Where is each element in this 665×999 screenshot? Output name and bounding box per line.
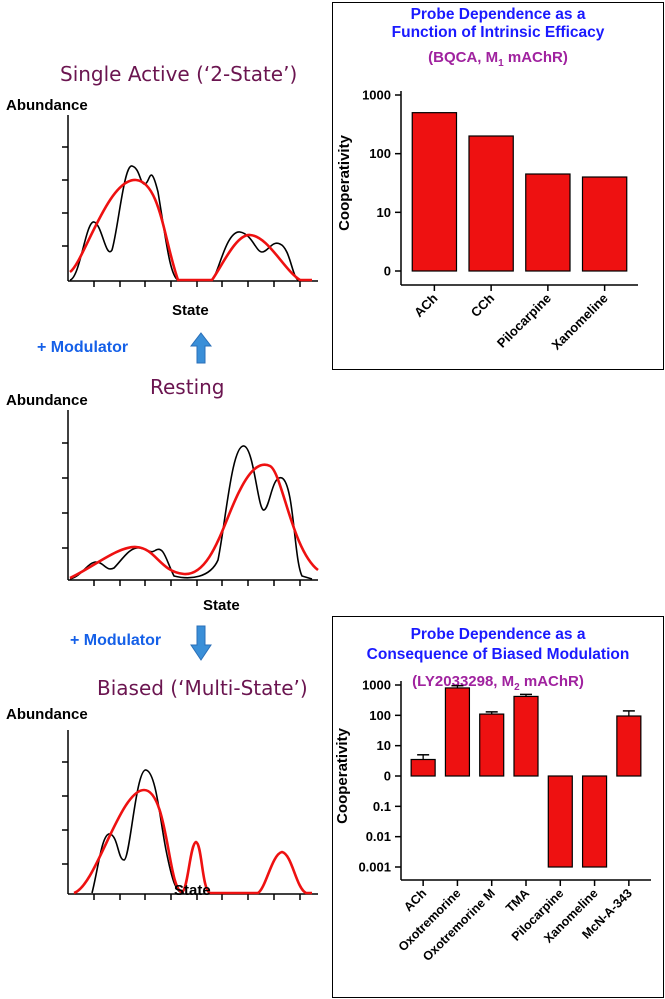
cooperativity-bar-chart-1: 0 10 100 1000 Cooperativity ACh CChPilocarpine… <box>336 88 638 353</box>
cooperativity-bar-chart-2: 0.0010.010.10101001000CooperativityAChOx… <box>334 678 651 964</box>
x-tick-label: ACh <box>401 886 429 914</box>
x-tick-label: CCh <box>468 290 498 320</box>
modulator-label-2: + Modulator <box>70 632 162 649</box>
y-tick-label: 10 <box>377 738 391 753</box>
bar <box>479 713 505 777</box>
y-axis-label: Cooperativity <box>336 134 353 231</box>
chart-title-line-2: Function of Intrinsic Efficacy <box>391 24 605 41</box>
chart-box-efficacy: Probe Dependence as a Function of Intrin… <box>332 2 664 370</box>
y-axis-label-2: Abundance <box>6 392 88 409</box>
plot-axes <box>62 115 318 287</box>
x-tick-label: Xanomeline <box>549 291 611 353</box>
bar <box>468 135 514 272</box>
x-axis-label-3: State <box>174 882 211 899</box>
x-axis-label-1: State <box>172 302 209 319</box>
y-tick-label: 1000 <box>362 88 391 103</box>
y-tick-label: 0.001 <box>358 860 391 875</box>
down-arrow-icon <box>190 625 212 661</box>
y-tick-label: 1000 <box>362 678 391 693</box>
single-active-title: Single Active (‘2-State’) <box>60 62 298 86</box>
y-axis-label-1: Abundance <box>6 97 88 114</box>
chart-subtitle: (LY2033298, M2 mAChR) <box>412 673 584 693</box>
chart-box-biased: Probe Dependence as a Consequence of Bia… <box>332 616 664 998</box>
y-axis-label-3: Abundance <box>6 706 88 723</box>
resting-title: Resting <box>150 375 225 399</box>
chart-title-line-2: Consequence of Biased Modulation <box>366 646 630 663</box>
red-curve <box>69 178 312 282</box>
x-tick-label: Pilocarpine <box>494 291 554 351</box>
bar <box>410 758 436 777</box>
x-tick-label: ACh <box>411 290 441 320</box>
y-tick-label: 100 <box>369 708 391 723</box>
y-tick-label: 10 <box>377 205 391 220</box>
chart-title-line-1: Probe Dependence as a <box>410 626 586 643</box>
state-plot-resting <box>62 410 319 586</box>
state-plot-biased <box>62 730 318 900</box>
bar <box>581 775 608 868</box>
bar <box>513 695 539 777</box>
bar <box>547 775 573 868</box>
chart-subtitle: (BQCA, M1 mAChR) <box>428 49 568 69</box>
x-tick-label: TMA <box>503 886 532 915</box>
bar <box>616 715 642 777</box>
y-tick-label: 0.01 <box>366 829 391 844</box>
x-axis-label-2: State <box>203 597 240 614</box>
chart-title-line-1: Probe Dependence as a <box>410 6 586 23</box>
up-arrow-icon <box>190 332 212 364</box>
bar <box>444 687 471 777</box>
y-tick-label: 0 <box>384 264 391 279</box>
bar <box>581 176 628 272</box>
bar <box>525 173 571 272</box>
y-tick-label: 100 <box>369 146 391 161</box>
state-plot-single-active <box>62 115 318 287</box>
y-axis-label: Cooperativity <box>334 727 351 824</box>
y-tick-label: 0.1 <box>373 799 391 814</box>
modulator-label-1: + Modulator <box>37 339 129 356</box>
black-curve <box>69 165 310 281</box>
y-tick-label: 0 <box>384 769 391 784</box>
bar <box>411 112 458 272</box>
biased-title: Biased (‘Multi-State’) <box>97 676 308 700</box>
